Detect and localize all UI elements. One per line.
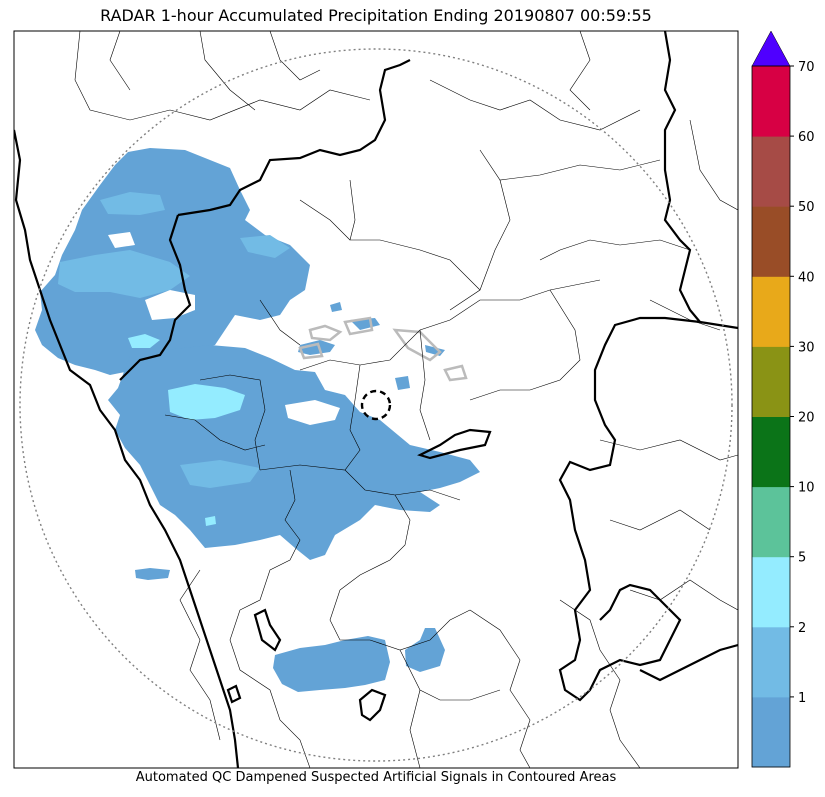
dry-gap-3	[108, 232, 135, 248]
qc-footnote: Automated QC Dampened Suspected Artifici…	[135, 770, 617, 785]
district-boundaries	[74, 31, 738, 768]
radar-site-marker	[360, 389, 392, 421]
colorbar-segment	[752, 346, 790, 417]
colorbar-extend-arrow	[751, 30, 791, 67]
precip-area-inner-4	[180, 460, 260, 488]
colorbar-tick-label: 20	[798, 411, 815, 426]
qc-contours	[298, 316, 468, 382]
colorbar-segments	[752, 66, 790, 768]
map-content	[14, 31, 738, 768]
radar-range-ring	[19, 48, 733, 762]
figure-title: RADAR 1-hour Accumulated Precipitation E…	[100, 6, 652, 25]
colorbar-segment	[752, 66, 790, 137]
precip-area-south	[273, 636, 390, 692]
precip-area-small	[135, 568, 170, 580]
precip-area-cyan-2	[128, 334, 160, 348]
colorbar-segment	[752, 206, 790, 277]
colorbar-tick-label: 2	[798, 621, 806, 636]
precipitation-layer	[35, 148, 480, 692]
colorbar-tick-label: 60	[798, 130, 815, 145]
colorbar-ticks: 1 2 5 10 20 30 40 50 60 70	[790, 60, 815, 706]
precip-area-inner	[58, 250, 190, 298]
colorbar-tick-label: 50	[798, 200, 815, 215]
colorbar-segment	[752, 556, 790, 628]
colorbar-segment	[752, 136, 790, 207]
colorbar-tick-label: 5	[798, 551, 806, 566]
colorbar-tick-label: 40	[798, 270, 815, 285]
colorbar-tick-label: 1	[798, 691, 806, 706]
colorbar-tick-label: 10	[798, 481, 815, 496]
precip-area-inner-2	[100, 192, 165, 215]
colorbar-tick-label: 70	[798, 60, 815, 75]
state-boundaries	[14, 31, 738, 768]
dry-gap-2	[285, 400, 340, 425]
precip-area-south-east	[405, 628, 445, 672]
colorbar-segment	[752, 416, 790, 488]
precip-area-cyan	[168, 384, 245, 420]
precip-area-inner-3	[240, 235, 290, 258]
colorbar-tick-label: 30	[798, 340, 815, 355]
colorbar-segment	[752, 276, 790, 347]
precip-area-cyan-3	[205, 516, 216, 526]
colorbar-segment	[752, 696, 790, 768]
map-frame	[13, 30, 739, 769]
colorbar-segment	[752, 486, 790, 558]
colorbar-segment	[752, 626, 790, 698]
